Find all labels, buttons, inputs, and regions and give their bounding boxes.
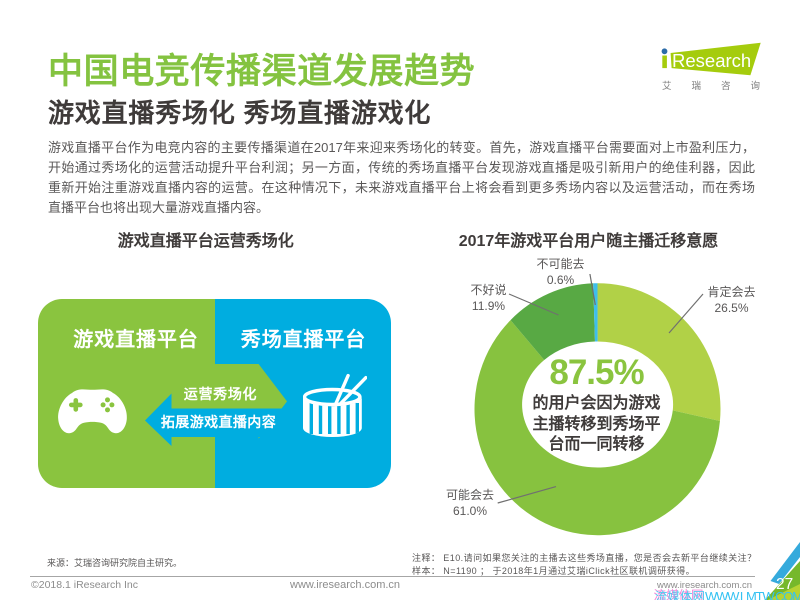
svg-text:Research: Research	[672, 50, 751, 71]
svg-text:艾瑞咨询: 艾瑞咨询	[662, 80, 780, 92]
